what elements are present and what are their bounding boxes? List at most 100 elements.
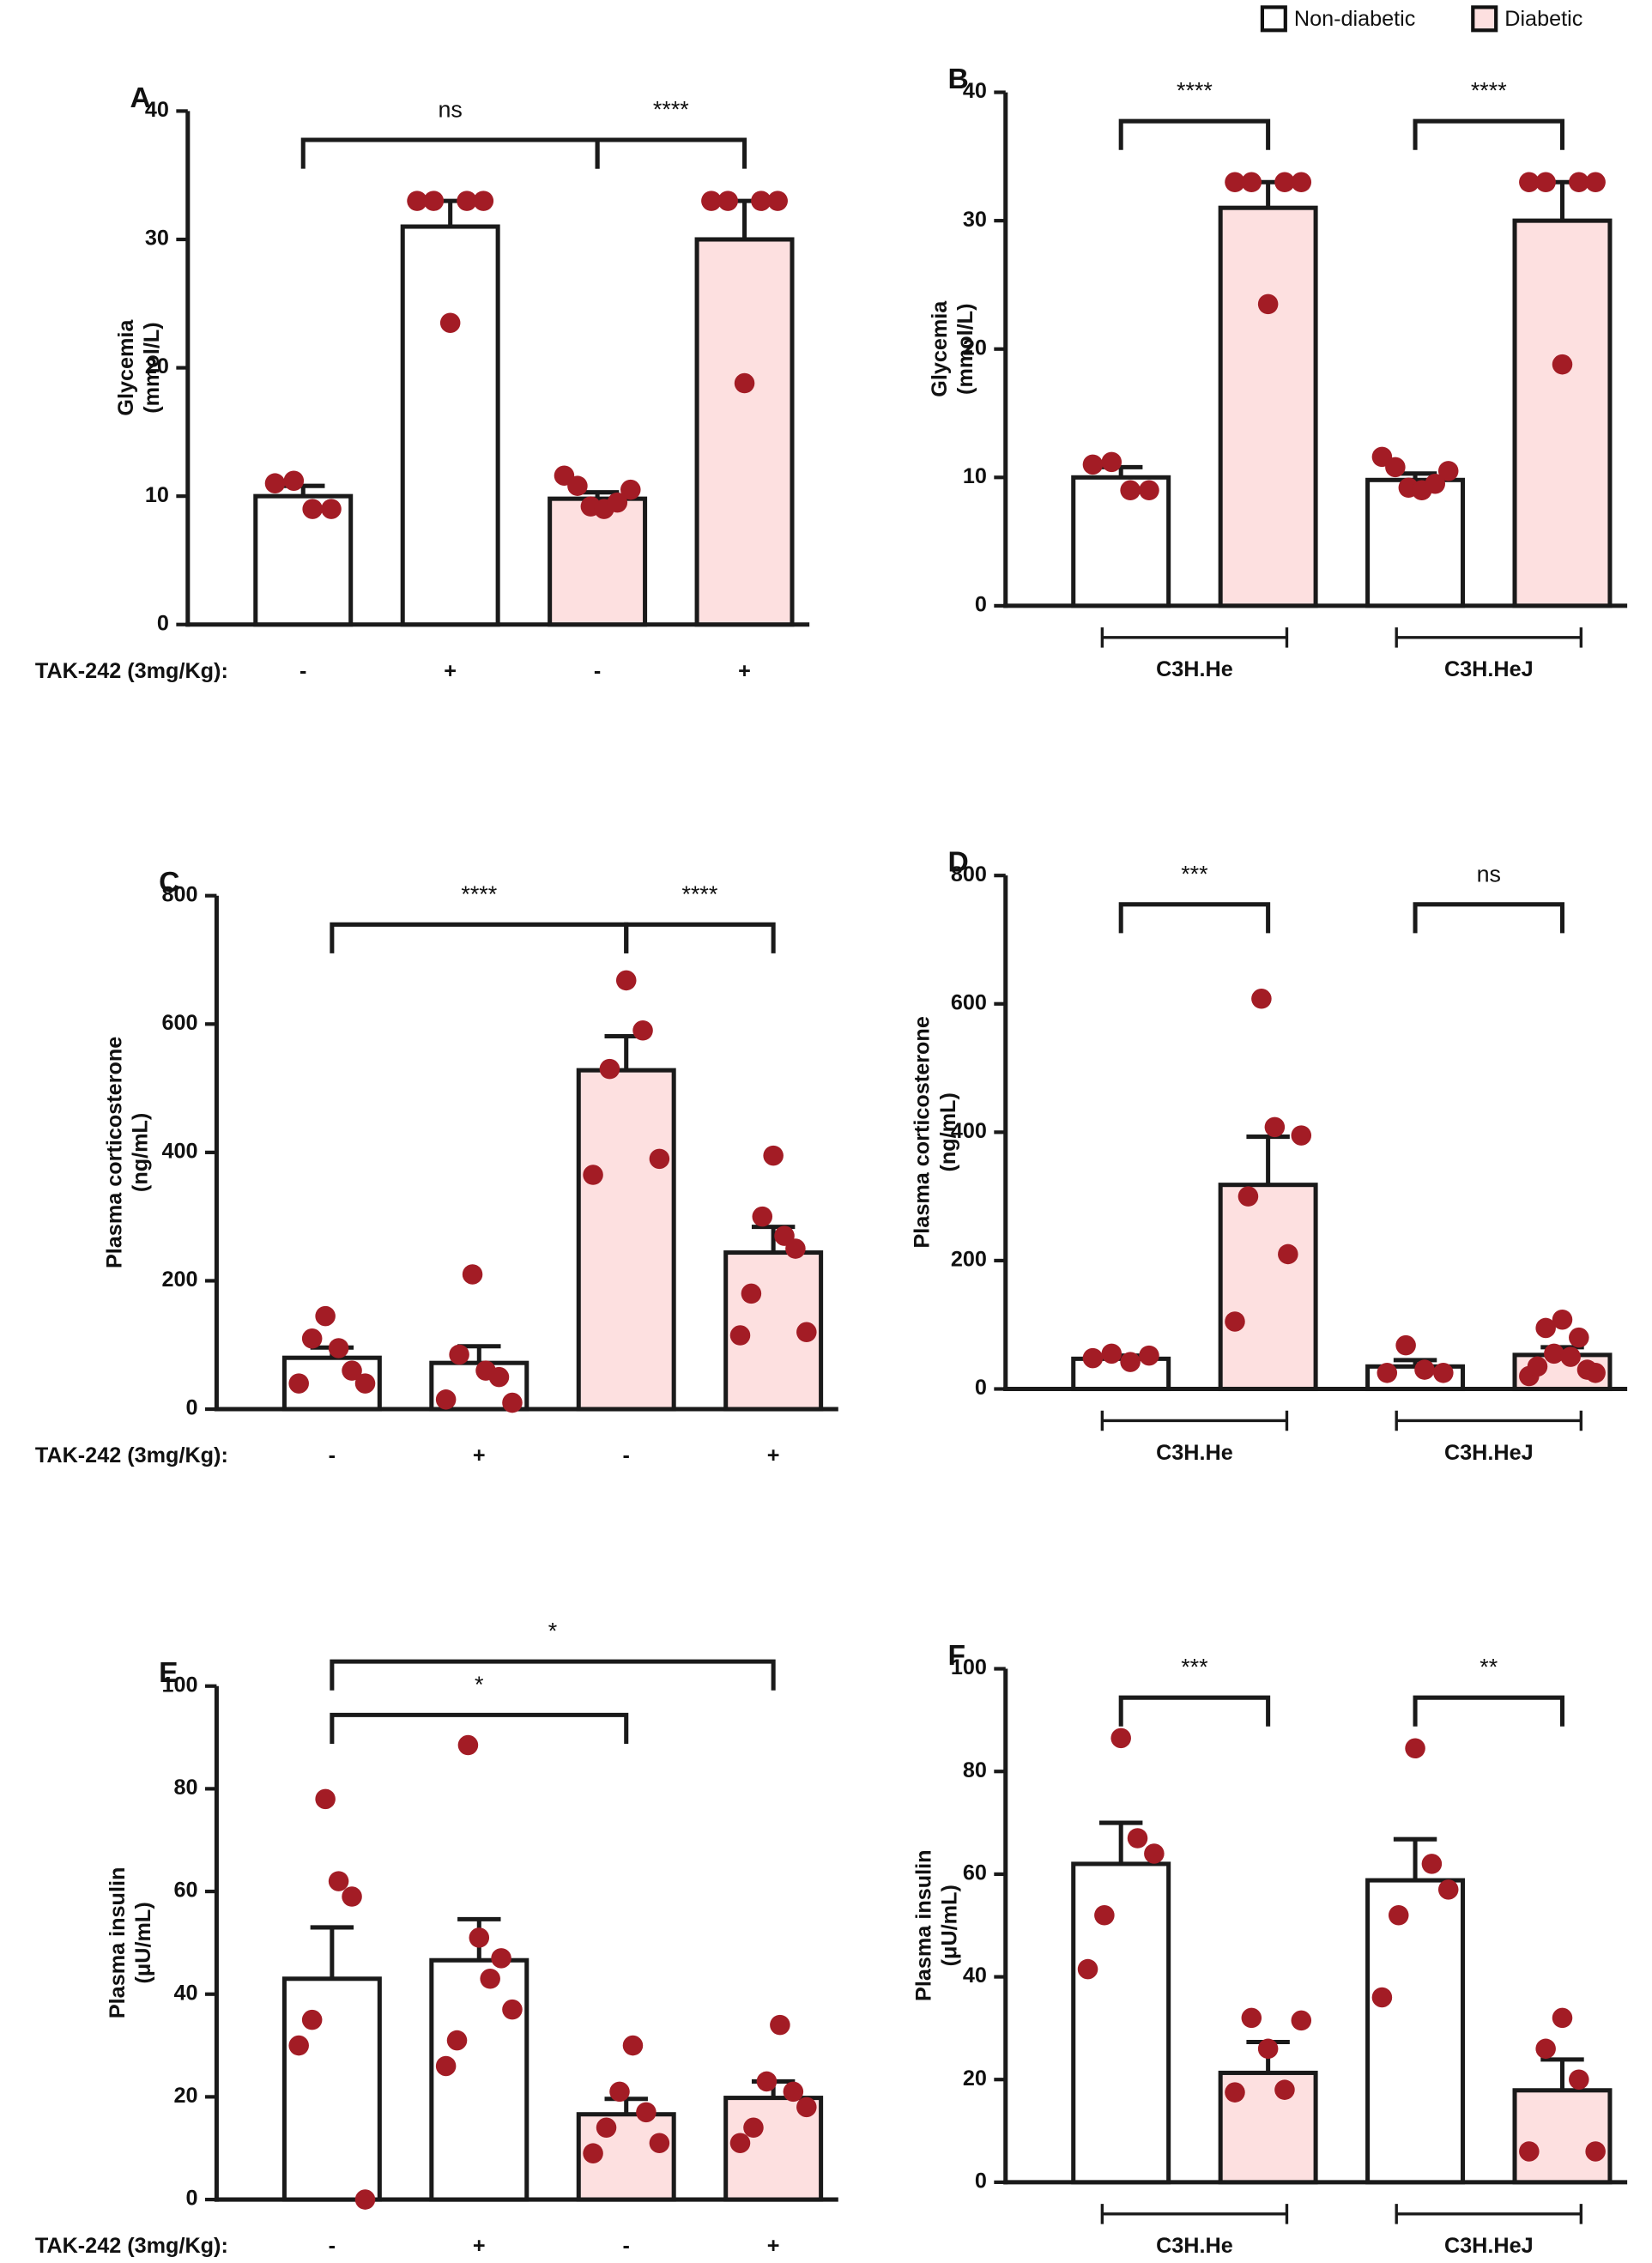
data-point (1425, 474, 1446, 494)
y-tick-label: 0 (186, 1396, 198, 1420)
data-point (435, 1389, 457, 1410)
y-axis-label: (μU/mL) (131, 1902, 155, 1983)
data-point (770, 2014, 790, 2036)
bar (1365, 1878, 1466, 2185)
x-tick-label: - (329, 2234, 336, 2258)
data-point (1371, 1987, 1393, 2008)
data-point (1291, 172, 1312, 193)
y-axis-label: (mmol/L) (140, 322, 164, 413)
y-tick-label: 600 (951, 990, 987, 1014)
significance-label: *** (1181, 861, 1208, 886)
x-tick-label: - (594, 659, 601, 683)
y-tick-label: 80 (174, 1776, 198, 1800)
data-point (328, 1871, 349, 1891)
data-point (1101, 1343, 1123, 1364)
significance-bracket (1413, 902, 1565, 934)
group-line (1395, 1410, 1583, 1431)
data-point (649, 1148, 670, 1170)
data-point (1139, 480, 1159, 501)
data-point (1535, 2038, 1556, 2060)
group-label: C3H.HeJ (1444, 2234, 1534, 2258)
data-point (302, 499, 323, 519)
x-axis-label: TAK-242 (3mg/Kg): (35, 1443, 228, 1467)
group-label: C3H.HeJ (1444, 1441, 1534, 1465)
data-point (717, 191, 738, 211)
y-axis-label: (ng/mL) (936, 1092, 960, 1171)
data-point (1274, 2079, 1295, 2100)
data-point (796, 2097, 817, 2118)
group-label: C3H.He (1156, 657, 1233, 681)
y-tick-label: 30 (145, 227, 169, 251)
data-point (264, 473, 286, 493)
data-point (439, 312, 461, 333)
panel-letter: C (159, 867, 179, 899)
data-point (1569, 1327, 1589, 1348)
bar (1512, 218, 1613, 608)
y-axis-label: Plasma corticosterone (911, 1016, 935, 1248)
significance-bracket (1118, 902, 1271, 934)
data-point (1552, 354, 1573, 375)
y-tick-label: 40 (963, 79, 987, 103)
significance-label: **** (1471, 78, 1507, 104)
x-tick-label: - (623, 1443, 630, 1467)
significance-bracket (595, 137, 747, 169)
significance-bracket (1413, 118, 1565, 150)
bar (1365, 477, 1466, 608)
bar (1071, 1861, 1171, 2185)
data-point (328, 1338, 349, 1358)
significance-bracket (624, 922, 776, 953)
data-point (1237, 1186, 1259, 1207)
data-point (288, 2035, 309, 2056)
data-point (783, 2081, 804, 2103)
y-tick-label: 0 (186, 2187, 198, 2211)
data-point (1388, 1904, 1409, 1926)
legend: Non-diabetic Diabetic (1260, 5, 1582, 33)
data-point (1139, 1345, 1159, 1366)
group-line (1100, 627, 1289, 648)
data-point (756, 2071, 778, 2092)
y-tick-label: 40 (145, 98, 169, 122)
x-tick-label: - (329, 1443, 336, 1467)
data-point (1585, 2141, 1606, 2162)
data-point (1585, 172, 1606, 193)
group-label: C3H.He (1156, 1441, 1233, 1465)
significance-bracket (330, 1659, 776, 1691)
bar (1218, 1183, 1318, 1392)
data-point (1519, 2141, 1540, 2162)
significance-label: *** (1181, 1655, 1208, 1680)
y-tick-label: 40 (963, 1963, 987, 1988)
data-point (620, 479, 641, 500)
data-point (752, 1206, 773, 1227)
data-point (729, 1325, 751, 1346)
group-line (1100, 1410, 1289, 1431)
x-tick-label: + (738, 659, 751, 683)
y-axis-label: (ng/mL) (129, 1113, 153, 1192)
bar (281, 1976, 382, 2202)
y-axis-label: Plasma corticosterone (102, 1037, 126, 1268)
panel-letter: D (948, 847, 969, 879)
data-point (1519, 172, 1540, 193)
group-line (1395, 627, 1583, 648)
data-point (457, 1734, 479, 1756)
panel: F Plasma insulin (μU/mL) 0 20 40 60 80 100 C3H.He… (911, 1640, 1628, 2258)
y-tick-label: 20 (963, 2066, 987, 2091)
panel-letter: A (130, 82, 151, 114)
x-tick-label: + (444, 659, 457, 683)
data-point (1291, 2010, 1312, 2031)
data-point (462, 1264, 483, 1285)
significance-label: **** (1177, 78, 1213, 104)
y-tick-label: 800 (161, 882, 197, 906)
y-axis-label: (mmol/L) (953, 304, 977, 395)
panel-letter: E (159, 1657, 178, 1689)
data-point (1077, 1958, 1098, 1980)
data-point (599, 1058, 620, 1080)
data-point (502, 1392, 523, 1413)
data-point (407, 191, 427, 211)
data-point (751, 191, 772, 211)
data-point (1094, 1904, 1115, 1926)
y-tick-label: 10 (963, 464, 987, 488)
data-point (1552, 1309, 1573, 1330)
data-point (354, 2189, 376, 2210)
data-point (1082, 454, 1104, 475)
data-point (446, 2030, 468, 2051)
